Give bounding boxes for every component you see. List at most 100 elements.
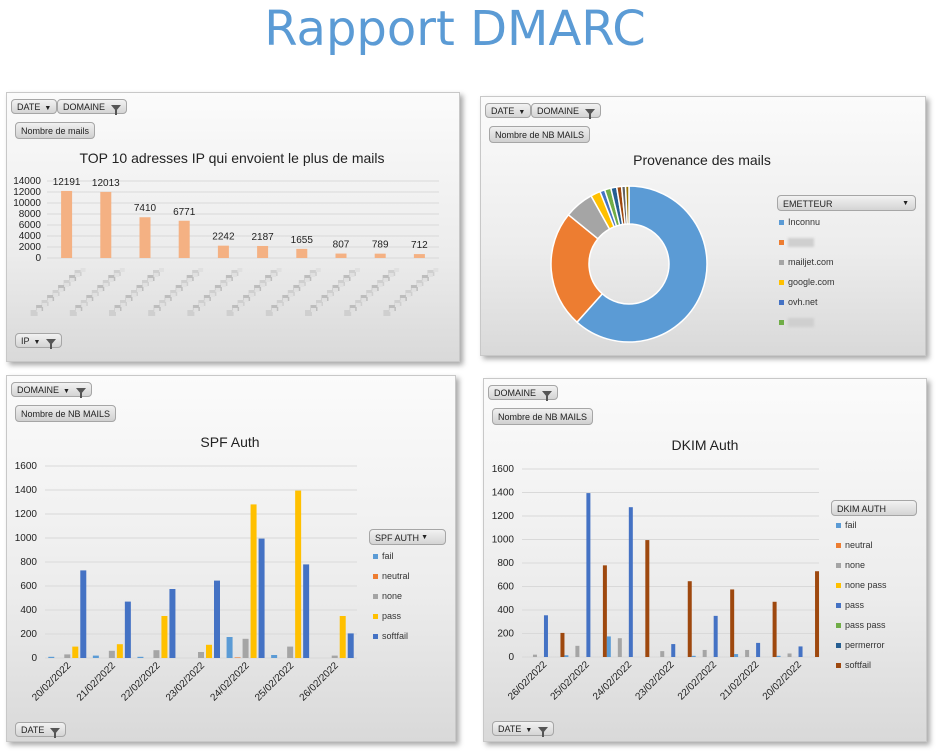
- domaine-filter-label: DOMAINE: [494, 388, 537, 398]
- bar: [756, 642, 761, 657]
- filter-funnel-icon: [50, 727, 61, 738]
- ip-axis-button[interactable]: IP ▼: [15, 333, 63, 349]
- bar: [730, 589, 735, 657]
- value-field-button[interactable]: Nombre de NB MAILS: [489, 126, 591, 143]
- domaine-filter-button[interactable]: DOMAINE: [531, 103, 602, 119]
- pie-slice: [550, 213, 604, 324]
- y-tick-label: 600: [20, 581, 37, 592]
- y-tick-label: 400: [20, 605, 37, 616]
- bar: [214, 580, 220, 658]
- bar: [347, 633, 354, 658]
- date-filter-button[interactable]: DATE ▼: [485, 103, 532, 118]
- legend-swatch: [779, 220, 784, 226]
- filter-funnel-icon: [538, 726, 549, 737]
- emetteur-legend-filter[interactable]: EMETTEUR ▼: [777, 195, 916, 211]
- date-axis-button[interactable]: DATE: [15, 722, 67, 738]
- dropdown-arrow-icon: ▼: [44, 105, 52, 112]
- y-tick-label: 0: [31, 653, 37, 664]
- value-field-button[interactable]: Nombre de NB MAILS: [492, 408, 594, 425]
- legend-item: softfail: [836, 655, 887, 675]
- legend-item: pass: [373, 606, 410, 626]
- bar-data-label: 1655: [291, 235, 314, 246]
- y-tick-label: 1000: [492, 535, 515, 546]
- x-tick-label: 23/02/2022: [633, 659, 676, 702]
- bar: [335, 253, 347, 258]
- date-filter-label: DATE: [17, 102, 41, 112]
- y-tick-label: 6000: [19, 220, 42, 231]
- bar-data-label: 789: [372, 240, 389, 251]
- legend-swatch: [779, 280, 784, 286]
- y-tick-label: 800: [497, 558, 514, 569]
- spf-panel: DOMAINE ▼ Nombre de NB MAILS SPF Auth 0 200…: [6, 375, 456, 742]
- bar: [575, 645, 580, 657]
- y-tick-label: 1000: [15, 533, 38, 544]
- y-tick-label: 0: [508, 652, 514, 663]
- dropdown-arrow-icon: ▼: [902, 200, 909, 207]
- y-tick-label: 10000: [13, 198, 41, 209]
- domaine-filter-label: DOMAINE: [537, 106, 580, 116]
- bar: [691, 655, 696, 657]
- bar: [303, 564, 310, 658]
- dropdown-arrow-icon: ▼: [33, 339, 41, 346]
- legend-label: ovh.net: [788, 297, 818, 307]
- y-tick-label: 1400: [15, 485, 38, 496]
- bar: [137, 656, 144, 658]
- legend-item: pass: [836, 595, 887, 615]
- y-tick-label: 400: [497, 605, 514, 616]
- legend-item: fail: [373, 546, 410, 566]
- x-tick-label: 20/02/2022: [30, 660, 73, 703]
- spf-legend-filter[interactable]: SPF AUTH ▼: [369, 529, 446, 545]
- bar: [645, 540, 650, 657]
- x-tick-label: 22/02/2022: [676, 659, 719, 702]
- ip-label-obscured: [109, 268, 164, 316]
- legend-label: softfail: [845, 660, 872, 670]
- bar: [617, 638, 622, 657]
- bar: [296, 248, 308, 258]
- filter-funnel-icon: [75, 387, 86, 398]
- legend-label: pass: [382, 611, 402, 621]
- legend-item: softfail: [373, 626, 410, 646]
- bar: [564, 655, 569, 657]
- bar-data-label: 6771: [173, 207, 196, 218]
- legend-label: none pass: [845, 580, 887, 590]
- bar: [660, 651, 665, 657]
- provenance-panel: DATE ▼ DOMAINE Nombre de NB MAILS Provena…: [480, 96, 926, 356]
- y-tick-label: 1200: [15, 509, 38, 520]
- dkim-legend-filter[interactable]: DKIM AUTH: [831, 500, 917, 516]
- domaine-filter-button[interactable]: DOMAINE: [57, 99, 128, 115]
- x-tick-label: 25/02/2022: [253, 660, 296, 703]
- bar: [108, 650, 115, 658]
- x-tick-label: 23/02/2022: [164, 660, 207, 703]
- x-tick-label: 25/02/2022: [549, 659, 592, 702]
- bar: [258, 538, 265, 658]
- chart-title: DKIM Auth: [672, 437, 739, 453]
- legend-swatch: [836, 543, 841, 549]
- y-tick-label: 800: [20, 557, 37, 568]
- filter-funnel-icon: [111, 104, 122, 115]
- domaine-filter-button[interactable]: DOMAINE: [488, 385, 559, 401]
- chart-title: SPF Auth: [200, 434, 259, 450]
- x-tick-label: 21/02/2022: [75, 660, 118, 703]
- value-field-button[interactable]: Nombre de NB MAILS: [15, 405, 117, 422]
- dropdown-arrow-icon: ▼: [63, 388, 70, 395]
- ip-label-obscured: [148, 268, 204, 316]
- y-tick-label: 1600: [15, 461, 38, 472]
- filter-funnel-icon: [46, 338, 57, 349]
- dropdown-arrow-icon: ▼: [421, 534, 428, 541]
- bar: [92, 655, 99, 658]
- bar: [798, 646, 803, 657]
- date-axis-button[interactable]: DATE ▼: [492, 721, 555, 737]
- date-filter-button[interactable]: DATE ▼: [11, 99, 58, 114]
- top-ip-chart: TOP 10 adresses IP qui envoient le plus …: [13, 150, 439, 316]
- value-field-button[interactable]: Nombre de mails: [15, 122, 96, 139]
- legend-swatch: [373, 634, 378, 640]
- legend-item: mailjet.com: [779, 252, 835, 272]
- legend-swatch: [836, 663, 841, 669]
- legend-label: none: [845, 560, 866, 570]
- domaine-filter-button[interactable]: DOMAINE ▼: [11, 382, 92, 398]
- pie-slice: [575, 185, 708, 343]
- legend-label: Inconnu: [788, 217, 821, 227]
- bar: [339, 616, 346, 658]
- bar: [606, 636, 611, 657]
- spf-legend: fail neutral none pass softfail: [373, 546, 410, 646]
